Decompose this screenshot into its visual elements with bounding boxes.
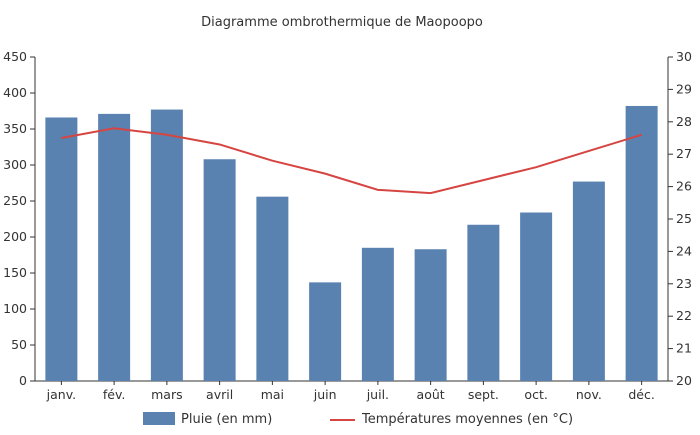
x-tick-label: oct.: [524, 387, 547, 402]
y-right-tick-label: 24: [676, 243, 692, 258]
bar-9: [467, 224, 500, 381]
bar-6: [309, 282, 342, 381]
y-right-tick-label: 23: [676, 276, 692, 291]
legend: Pluie (en mm) Températures moyennes (en …: [143, 412, 573, 427]
bar-7: [361, 247, 394, 381]
x-tick-label: juin: [313, 387, 337, 402]
y-right-tick-label: 21: [676, 341, 692, 356]
y-left-tick-label: 150: [3, 265, 27, 280]
bar-1: [45, 117, 78, 381]
x-tick-label: mai: [261, 387, 284, 402]
x-tick-label: juil.: [366, 387, 389, 402]
y-left-tick-label: 200: [3, 229, 27, 244]
x-tick-label: août: [417, 387, 445, 402]
legend-label-rain: Pluie (en mm): [181, 412, 272, 427]
y-left-tick-label: 300: [3, 157, 27, 172]
x-tick-label: janv.: [46, 387, 76, 402]
bar-3: [150, 109, 183, 381]
chart-title: Diagramme ombrothermique de Maopoopo: [201, 15, 483, 30]
temperature-line: [61, 127, 642, 195]
bar-10: [520, 212, 553, 381]
y-right-tick-label: 28: [676, 114, 692, 129]
bar-2: [98, 113, 131, 381]
x-tick-label: mars: [151, 387, 183, 402]
y-left-tick-label: 100: [3, 301, 27, 316]
y-right-tick-label: 25: [676, 211, 692, 226]
y-left-tick-label: 50: [11, 337, 27, 352]
bar-4: [203, 159, 236, 381]
legend-label-temperature: Températures moyennes (en °C): [361, 412, 573, 427]
y-right-tick-label: 20: [676, 373, 692, 388]
y-right-tick-label: 30: [676, 49, 692, 64]
y-left-tick-label: 450: [3, 49, 27, 64]
y-right-tick-label: 22: [676, 308, 692, 323]
x-tick-label: sept.: [468, 387, 499, 402]
y-left-tick-label: 250: [3, 193, 27, 208]
y-left-tick-label: 0: [19, 373, 27, 388]
bar-11: [572, 181, 605, 381]
bar-8: [414, 249, 447, 381]
legend-swatch-rain: [143, 412, 175, 425]
y-right-tick-label: 26: [676, 179, 692, 194]
x-tick-label: avril: [206, 387, 233, 402]
x-tick-label: déc.: [628, 387, 654, 402]
plot-area: 0 50 100 150 200 250 300 350 400 450 20 21 22 23 24 25 2…: [3, 49, 692, 402]
bar-5: [256, 196, 289, 381]
y-right-tick-label: 29: [676, 81, 692, 96]
y-left-tick-label: 400: [3, 85, 27, 100]
x-tick-label: nov.: [576, 387, 602, 402]
x-tick-label: fév.: [103, 387, 126, 402]
y-right-tick-label: 27: [676, 146, 692, 161]
bar-12: [625, 105, 658, 382]
y-left-tick-label: 350: [3, 121, 27, 136]
